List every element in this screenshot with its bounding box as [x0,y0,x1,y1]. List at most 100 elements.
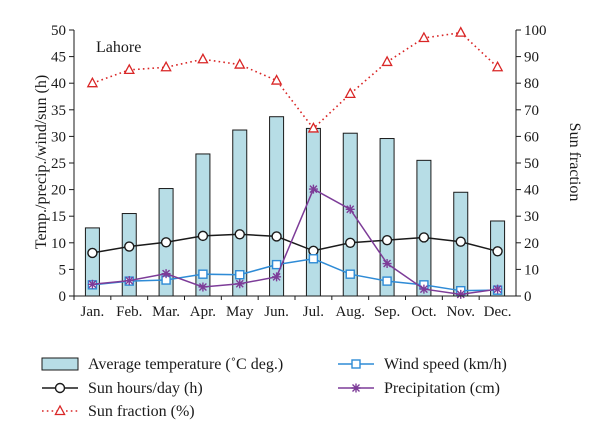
x-tick-label: Nov. [446,304,475,320]
wind-speed-point [345,269,355,279]
x-tick-label: Jan. [81,304,105,320]
wind-speed-point [198,269,208,279]
x-tick-label: Mar. [152,304,180,320]
x-tick-label: Sep. [374,304,400,320]
sun-fraction-point [307,122,320,133]
y-tick-label-right: 20 [524,236,539,252]
precipitation-point [124,276,134,286]
y-tick-label-left: 25 [51,156,66,172]
precipitation-line [92,188,498,296]
sun-hours-day-point [87,247,98,259]
y-tick-label-left: 40 [51,76,66,92]
y-tick-label-left: 5 [59,262,67,278]
sun-fraction-point [86,76,99,88]
chart-lines [86,26,504,299]
temperature-bar [416,159,432,297]
precipitation-point [308,184,318,194]
precipitation-point [272,272,282,282]
sun-fraction-point [197,52,209,64]
sun-fraction-point [270,74,283,85]
legend: Average temperature (˚C deg.) Wind speed … [41,356,507,420]
y-tick-label-right: 80 [524,76,539,92]
precipitation-point [235,279,245,289]
sun-hours-day-point [492,246,503,257]
y-axis-left-title: Temp./precip./wind/sun (h) [33,75,50,249]
legend-label-sun-fraction: Sun fraction (%) [88,403,195,420]
y-tick-label-right: 70 [524,103,539,119]
legend-label-precipitation: Precipitation (cm) [384,380,500,397]
y-tick-label-right: 40 [524,183,539,199]
y-tick-label-left: 35 [51,103,66,119]
x-tick-label: Feb. [116,304,142,320]
y-tick-label-right: 100 [524,23,547,39]
chart-ticks: 0 5 10 15 20 25 30 35 40 45 50 0 10 20 30 40 50 60 70 80 90 1… [51,23,547,320]
y-axis-right-title: Sun fraction [566,123,583,202]
sun-hours-day-point [124,241,135,252]
y-tick-label-right: 10 [524,262,539,278]
x-tick-label: Aug. [335,304,365,320]
y-tick-label-left: 30 [51,129,66,145]
precipitation-point [382,259,392,269]
sun-fraction-point [344,87,356,98]
sun-fraction-point [123,63,135,75]
x-tick-label: Jun. [264,304,289,320]
legend-marker-wind-speed [351,359,361,369]
sun-hours-day-point [381,234,393,246]
sun-fraction-point [491,60,504,72]
legend-label-wind-speed: Wind speed (km/h) [384,356,507,373]
wind-speed-line [92,257,498,292]
precipitation-point [87,279,97,289]
y-tick-label-right: 60 [524,129,539,145]
sun-fraction-point [160,60,172,72]
x-tick-label: Apr. [190,304,216,320]
y-tick-label-left: 10 [51,236,66,252]
y-tick-label-left: 20 [51,183,66,199]
x-tick-label: May [226,304,254,320]
y-tick-label-left: 45 [51,50,66,66]
sun-fraction-point [455,26,467,37]
precipitation-point [198,282,208,292]
legend-marker-precipitation [351,383,361,393]
precipitation-point [419,284,429,294]
legend-marker-sun-fraction [54,404,66,416]
precipitation-point [161,269,171,279]
chart-axes [73,30,517,297]
sun-hours-day-point [160,237,172,248]
temperature-bar [379,138,395,297]
wind-speed-point [308,254,319,264]
x-tick-label: Dec. [484,304,512,320]
sun-hours-day-point [271,231,282,242]
x-tick-label: Jul. [303,304,324,320]
temperature-bar [305,127,321,297]
y-tick-label-right: 30 [524,209,539,225]
sun-hours-day-point [418,232,430,243]
sun-hours-day-point [197,230,209,242]
precipitation-point [493,284,503,294]
sun-hours-day-point [345,237,356,249]
sun-fraction-line [92,31,499,130]
legend-label-average-temperature: Average temperature (˚C deg.) [88,356,283,373]
sun-fraction-point [418,31,430,43]
wind-speed-point [382,276,392,286]
sun-hours-day-line [92,233,498,254]
sun-fraction-point [381,55,393,67]
legend-marker-sun-hours-day [54,382,66,394]
precipitation-point [456,289,466,299]
legend-swatch-average-temperature [41,357,79,371]
legend-label-sun-hours-day: Sun hours/day (h) [88,380,203,397]
y-tick-label-left: 15 [51,209,66,225]
precipitation-point [345,204,355,214]
wind-speed-point [235,270,245,280]
y-tick-label-right: 90 [524,50,539,66]
sun-fraction-point [234,58,246,69]
x-tick-label: Oct. [411,304,436,320]
y-tick-label-left: 50 [51,23,66,39]
y-tick-label-right: 0 [524,289,532,305]
chart-title: Lahore [96,39,141,56]
y-tick-label-left: 0 [59,289,67,305]
temperature-bars [84,116,506,297]
sun-hours-day-point [455,236,466,247]
sun-hours-day-point [308,245,319,256]
sun-hours-day-point [234,229,245,240]
